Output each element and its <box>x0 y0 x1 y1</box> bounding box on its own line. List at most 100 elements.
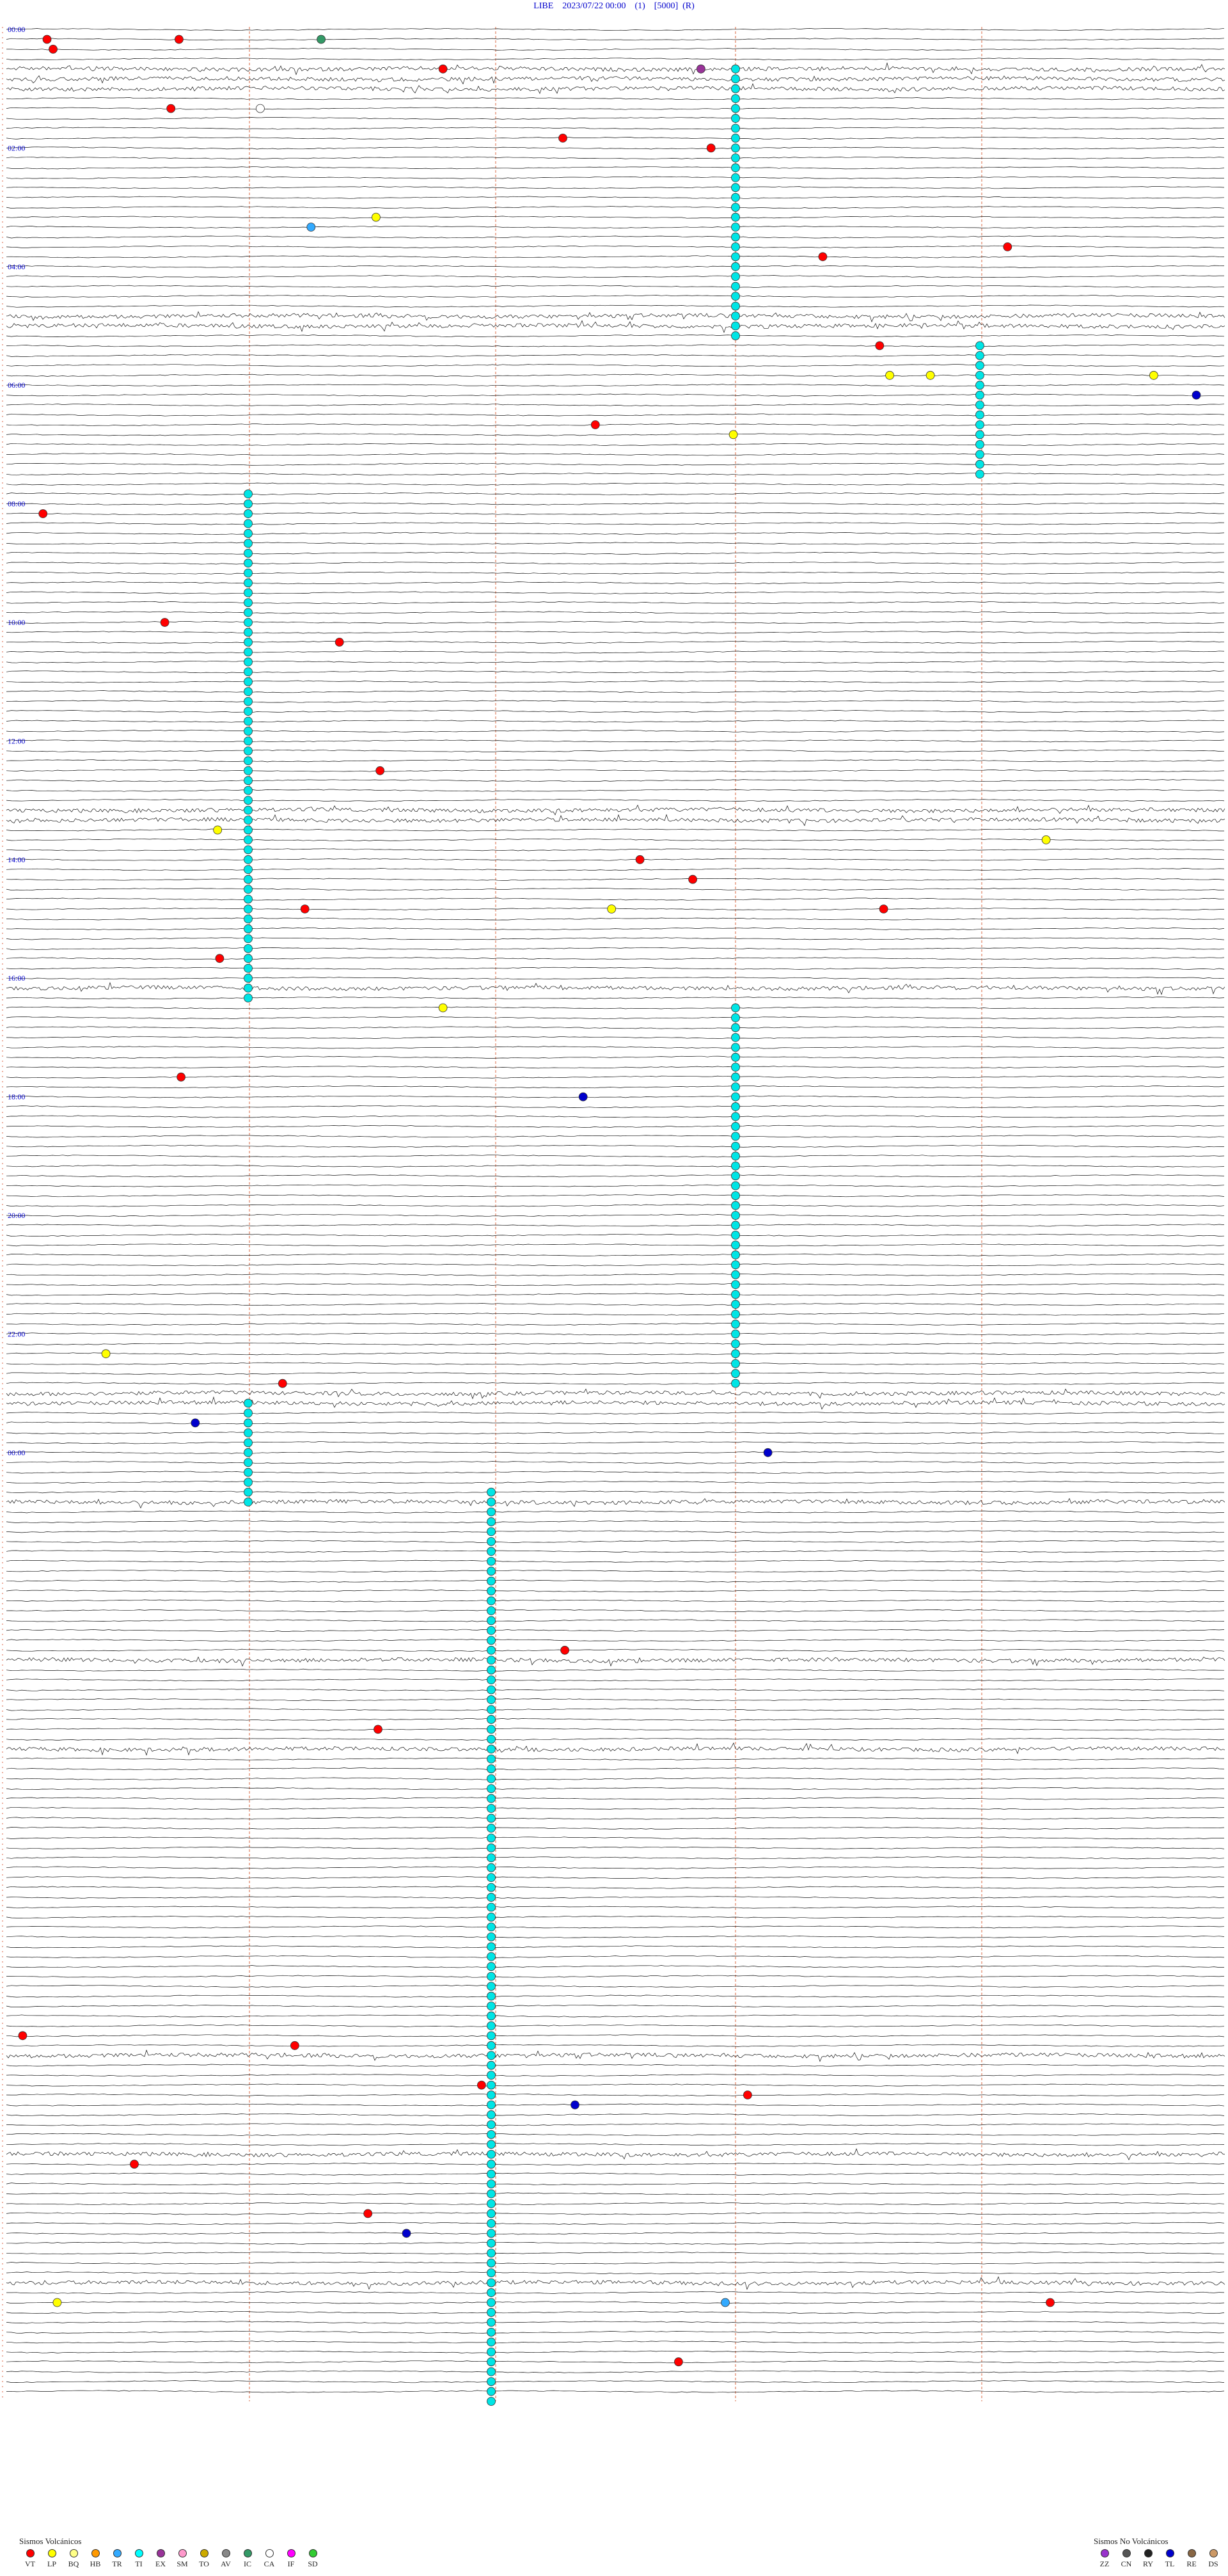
ti-marker-5-236 <box>487 2357 496 2367</box>
trace-row-212 <box>6 2123 1225 2126</box>
trace-row-106 <box>6 1075 1225 1079</box>
ti-marker-4-141 <box>244 1418 253 1428</box>
ti-marker-2-60 <box>244 618 253 627</box>
trace-row-164 <box>6 1648 1225 1652</box>
trace-row-223 <box>6 2232 1225 2235</box>
trace-row-137 <box>6 1382 1225 1385</box>
trace-row-105 <box>6 1066 1225 1069</box>
trace-row-209 <box>6 2093 1225 2097</box>
trace-row-153 <box>6 1540 1225 1543</box>
ti-marker-3-114 <box>731 1151 740 1161</box>
trace-row-183 <box>6 1837 1225 1840</box>
trace-row-177 <box>6 1777 1225 1780</box>
trace-row-142 <box>6 1431 1225 1434</box>
ti-marker-5-201 <box>487 2011 496 2021</box>
legend-nonvolcanic-code-cn: CN <box>1121 2559 1132 2568</box>
legend-volcanic-item-lp: LP <box>41 2549 63 2569</box>
ti-marker-3-113 <box>731 1141 740 1151</box>
trace-row-87 <box>6 888 1225 891</box>
ti-marker-4-146 <box>244 1467 253 1477</box>
legend-volcanic-dot-ex <box>156 2549 165 2557</box>
trace-row-143 <box>6 1441 1225 1444</box>
trace-row-10 <box>6 127 1225 130</box>
legend-volcanic-code-av: AV <box>221 2559 231 2568</box>
event-lp-26 <box>1041 835 1051 844</box>
trace-row-201 <box>6 2014 1225 2018</box>
event-lp-30 <box>607 905 617 913</box>
trace-row-206 <box>6 2064 1225 2067</box>
trace-row-208 <box>6 2083 1225 2087</box>
ti-marker-5-230 <box>487 2298 496 2307</box>
ti-marker-3-127 <box>731 1280 740 1290</box>
legend-nonvolcanic-dot-ry <box>1144 2549 1153 2557</box>
ti-marker-1-42 <box>975 440 984 449</box>
trace-row-49 <box>6 512 1225 516</box>
trace-row-5 <box>6 75 1225 85</box>
event-vt-50 <box>1046 2298 1055 2307</box>
trace-row-43 <box>6 453 1225 456</box>
trace-row-84 <box>6 858 1225 861</box>
ti-marker-2-90 <box>244 914 253 924</box>
trace-row-202 <box>6 2024 1225 2027</box>
trace-row-59 <box>6 611 1225 614</box>
trace-row-221 <box>6 2212 1225 2215</box>
trace-row-80 <box>6 814 1225 826</box>
trace-row-54 <box>6 562 1225 565</box>
trace-row-132 <box>6 1332 1225 1336</box>
ti-marker-5-204 <box>487 2041 496 2050</box>
trace-row-166 <box>6 1668 1225 1671</box>
event-tl-49 <box>402 2229 411 2238</box>
trace-row-124 <box>6 1253 1225 1256</box>
event-lp-51 <box>52 2298 62 2307</box>
event-vt-42 <box>18 2031 28 2041</box>
ti-marker-5-166 <box>487 1665 496 1675</box>
ti-marker-3-122 <box>731 1231 740 1240</box>
trace-row-148 <box>6 1490 1225 1494</box>
ti-marker-2-59 <box>244 608 253 617</box>
ti-marker-5-195 <box>487 1952 496 1961</box>
ti-marker-5-156 <box>487 1567 496 1576</box>
ti-marker-2-77 <box>244 786 253 795</box>
ti-marker-5-238 <box>487 2377 496 2387</box>
trace-row-104 <box>6 1055 1225 1059</box>
legend-volcanic-item-ca: CA <box>258 2549 280 2569</box>
trace-row-172 <box>6 1728 1224 1731</box>
event-vt-0 <box>42 35 52 44</box>
ti-marker-0-25 <box>731 272 740 281</box>
ti-marker-3-126 <box>731 1270 740 1279</box>
trace-row-31 <box>6 334 1225 338</box>
trace-row-184 <box>6 1846 1225 1849</box>
trace-row-96 <box>6 977 1225 980</box>
trace-row-151 <box>6 1520 1224 1524</box>
ti-marker-2-64 <box>244 657 253 667</box>
ti-marker-2-74 <box>244 756 253 766</box>
ti-marker-5-159 <box>487 1596 496 1606</box>
ti-marker-0-13 <box>731 153 740 162</box>
trace-row-85 <box>6 868 1225 871</box>
trace-row-25 <box>6 275 1224 278</box>
trace-row-194 <box>6 1945 1225 1948</box>
ti-marker-2-95 <box>244 963 253 973</box>
ti-marker-4-144 <box>244 1448 253 1457</box>
ti-marker-3-107 <box>731 1082 740 1092</box>
trace-row-152 <box>6 1530 1225 1533</box>
trace-row-58 <box>6 601 1225 604</box>
ti-marker-5-222 <box>487 2218 496 2228</box>
ti-marker-3-115 <box>731 1161 740 1171</box>
trace-row-193 <box>6 1935 1225 1938</box>
ti-marker-5-199 <box>487 1991 496 2001</box>
ti-marker-3-137 <box>731 1379 740 1388</box>
trace-row-1 <box>6 38 1225 41</box>
ti-marker-3-133 <box>731 1339 740 1348</box>
ti-marker-5-208 <box>487 2080 496 2090</box>
trace-row-225 <box>6 2252 1225 2255</box>
ti-marker-0-19 <box>731 212 740 222</box>
trace-row-21 <box>6 235 1225 239</box>
legend-volcanic-code-hb: HB <box>90 2559 101 2568</box>
trace-row-120 <box>6 1213 1225 1217</box>
trace-row-33 <box>6 354 1225 357</box>
ti-marker-2-75 <box>244 766 253 775</box>
trace-row-236 <box>6 2360 1225 2364</box>
legend-nonvolcanic-item-cn: CN <box>1115 2549 1137 2569</box>
event-vt-37 <box>278 1379 287 1388</box>
